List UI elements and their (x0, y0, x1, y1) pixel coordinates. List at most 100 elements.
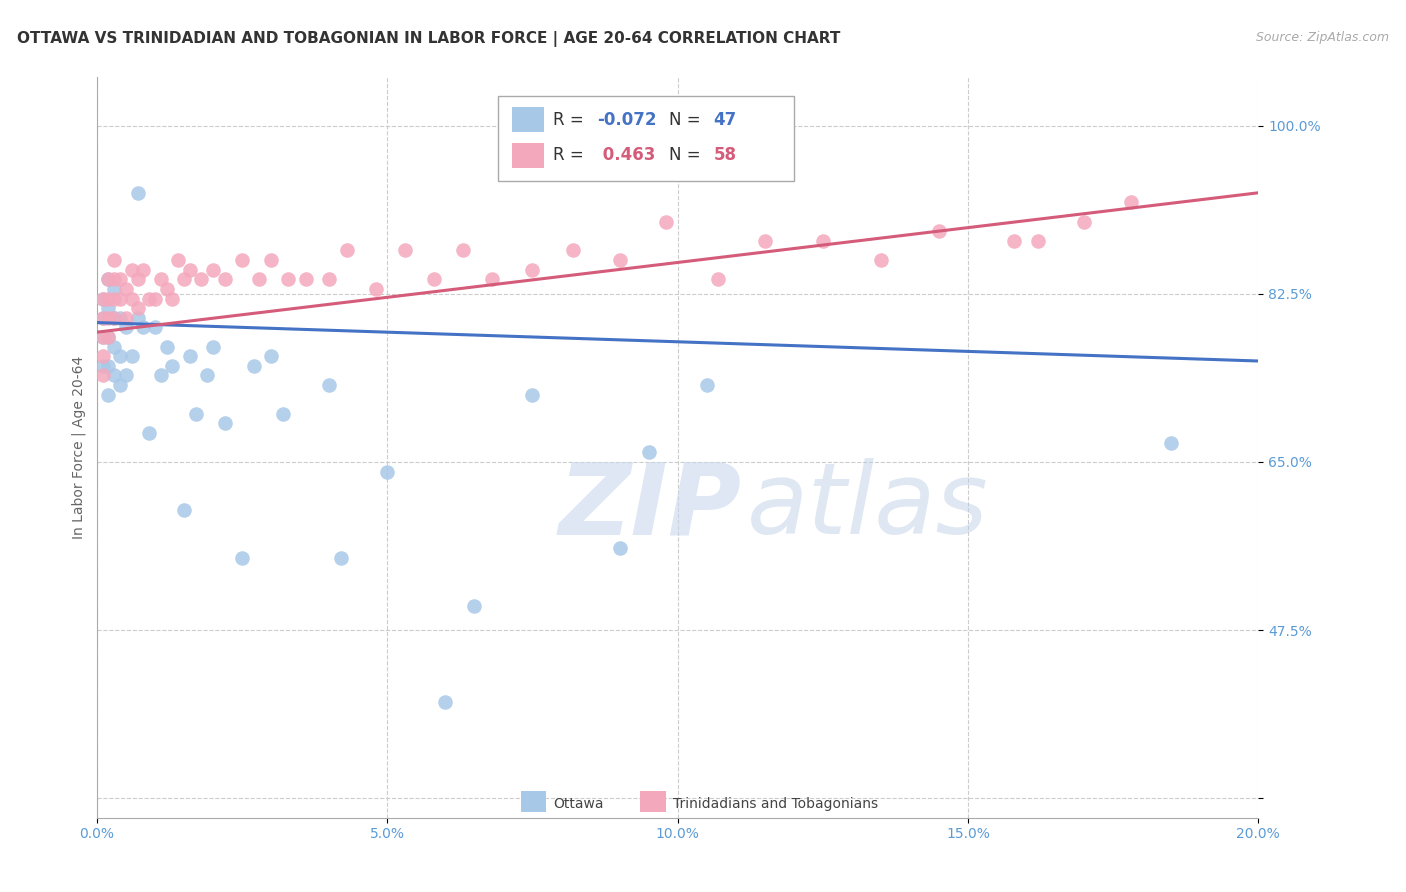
Point (870, 253, 893, 268)
Text: Trinidadians and Tobagonians: Trinidadians and Tobagonians (673, 797, 879, 811)
Point (928, 224, 950, 238)
Point (103, 292, 125, 306)
Point (155, 340, 177, 354)
Text: -0.072: -0.072 (598, 111, 657, 128)
Point (277, 272, 299, 286)
Point (91, 310, 114, 325)
Point (127, 301, 149, 315)
Point (162, 292, 184, 306)
Point (97, 330, 120, 344)
Point (91, 359, 114, 373)
Point (103, 272, 125, 286)
Point (609, 253, 631, 268)
Text: N =: N = (669, 111, 706, 128)
Point (103, 340, 125, 354)
Point (103, 368, 125, 383)
Point (179, 262, 201, 277)
Point (143, 320, 166, 334)
Point (167, 253, 190, 268)
Point (121, 262, 143, 277)
Point (201, 340, 224, 354)
Point (562, 244, 585, 258)
Text: R =: R = (554, 111, 589, 128)
Point (138, 426, 160, 441)
Point (97, 330, 120, 344)
Text: R =: R = (554, 146, 589, 164)
Point (127, 186, 149, 200)
Point (1160, 435, 1182, 450)
Point (91, 349, 114, 363)
Point (364, 282, 387, 296)
Point (201, 262, 224, 277)
Point (115, 282, 138, 296)
Point (434, 695, 457, 709)
Point (115, 320, 138, 334)
FancyBboxPatch shape (498, 96, 794, 181)
Point (103, 282, 125, 296)
Point (335, 244, 357, 258)
Point (481, 272, 503, 286)
Point (609, 541, 631, 556)
Point (103, 310, 125, 325)
Point (97, 272, 120, 286)
Point (97, 359, 120, 373)
Point (108, 272, 131, 286)
FancyBboxPatch shape (512, 143, 544, 168)
Text: Ottawa: Ottawa (554, 797, 603, 811)
Point (318, 378, 340, 392)
Point (184, 407, 207, 421)
Point (149, 272, 172, 286)
Point (375, 465, 398, 479)
Point (97, 272, 120, 286)
Point (655, 214, 678, 228)
Point (394, 244, 416, 258)
Point (522, 387, 544, 401)
Point (451, 244, 474, 258)
Point (108, 292, 131, 306)
Y-axis label: In Labor Force | Age 20-64: In Labor Force | Age 20-64 (72, 356, 86, 539)
Point (115, 368, 138, 383)
Point (103, 253, 125, 268)
Point (132, 320, 155, 334)
Point (162, 359, 184, 373)
Point (214, 417, 236, 431)
Point (295, 272, 318, 286)
FancyBboxPatch shape (520, 790, 547, 812)
Point (242, 359, 264, 373)
Point (249, 272, 271, 286)
Point (1026, 234, 1049, 248)
Point (149, 368, 172, 383)
Point (173, 272, 195, 286)
Point (754, 234, 776, 248)
Text: 58: 58 (714, 146, 737, 164)
Point (463, 599, 485, 614)
Point (91, 292, 114, 306)
Point (127, 310, 149, 325)
Point (1119, 195, 1142, 210)
Point (260, 349, 283, 363)
Point (108, 378, 131, 392)
Point (231, 551, 253, 566)
Point (115, 310, 138, 325)
Point (214, 272, 236, 286)
Point (1073, 214, 1095, 228)
Point (329, 551, 352, 566)
Point (231, 253, 253, 268)
Point (422, 272, 444, 286)
Point (121, 292, 143, 306)
FancyBboxPatch shape (641, 790, 666, 812)
Point (91, 330, 114, 344)
Text: OTTAWA VS TRINIDADIAN AND TOBAGONIAN IN LABOR FORCE | AGE 20-64 CORRELATION CHAR: OTTAWA VS TRINIDADIAN AND TOBAGONIAN IN … (17, 31, 841, 47)
Text: Source: ZipAtlas.com: Source: ZipAtlas.com (1256, 31, 1389, 45)
Point (318, 272, 340, 286)
FancyBboxPatch shape (512, 107, 544, 132)
Point (1004, 234, 1026, 248)
Point (143, 292, 166, 306)
Point (91, 330, 114, 344)
Point (91, 368, 114, 383)
Text: atlas: atlas (748, 458, 988, 555)
Point (155, 282, 177, 296)
Point (108, 349, 131, 363)
Point (173, 503, 195, 517)
Point (127, 272, 149, 286)
